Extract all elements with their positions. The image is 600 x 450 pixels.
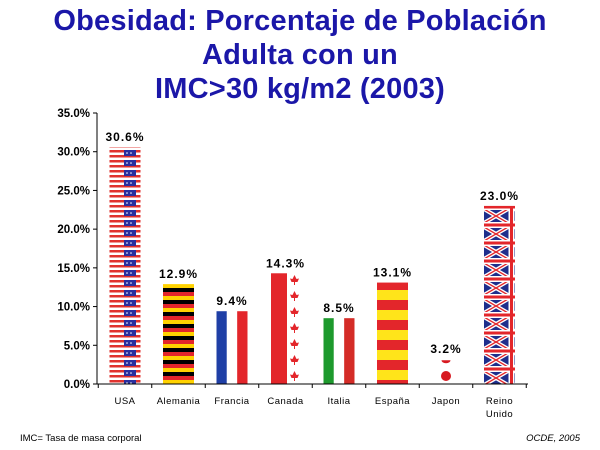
- bar-japon: [430, 359, 462, 384]
- value-label-usa: 30.6%: [105, 130, 144, 144]
- bar-francia-band-3: [237, 311, 248, 384]
- bar-italia-band-2: [333, 318, 345, 384]
- y-tick-label-20: 20.0%: [57, 224, 90, 236]
- bar-alemania-fill: [163, 284, 194, 384]
- source-note: OCDE, 2005: [526, 433, 580, 444]
- category-label-canada: Canada: [267, 396, 303, 407]
- category-label-usa: USA: [114, 396, 135, 407]
- value-label-italia: 8.5%: [323, 301, 354, 315]
- category-label-reino-unido-2: Unido: [486, 409, 513, 420]
- bar-italia-band-3: [344, 318, 355, 384]
- y-tick-label-30: 30.0%: [57, 147, 90, 159]
- bar-reino-unido-fill: [484, 205, 515, 384]
- bar-usa: [109, 147, 141, 384]
- category-label-francia: Francia: [214, 396, 249, 407]
- value-label-españa: 13.1%: [373, 266, 412, 280]
- category-label-españa: España: [375, 396, 410, 407]
- bar-alemania: [163, 284, 194, 384]
- y-tick-label-5: 5.0%: [64, 340, 90, 352]
- bar-japon-cap: [441, 360, 451, 364]
- y-tick-label-35: 35.0%: [57, 108, 90, 120]
- bar-francia: [216, 311, 248, 384]
- bar-españa: [377, 282, 408, 384]
- value-label-reino-unido: 23.0%: [480, 189, 519, 203]
- title-line-3: IMC>30 kg/m2 (2003): [155, 73, 445, 105]
- bar-francia-band-1: [216, 311, 227, 384]
- category-label-alemania: Alemania: [157, 396, 201, 407]
- category-label-reino-unido-1: Reino: [486, 396, 513, 407]
- bar-canada-fill: [270, 273, 301, 384]
- bar-japon-disc: [441, 371, 451, 381]
- axes-layer: [93, 112, 528, 388]
- footnote: IMC= Tasa de masa corporal: [20, 433, 142, 444]
- title-line-1: Obesidad: Porcentaje de Población: [53, 5, 547, 37]
- chart-title: Obesidad: Porcentaje de Población Adulta…: [0, 4, 600, 106]
- bar-reino-unido: [484, 205, 515, 384]
- y-tick-label-15: 15.0%: [57, 263, 90, 275]
- bars-layer: [109, 147, 515, 384]
- labels-layer: 30.6% USA 12.9% Alemania 9.4% Francia 14.3% Can…: [57, 108, 519, 420]
- y-tick-label-10: 10.0%: [57, 302, 90, 314]
- bar-italia-band-1: [323, 318, 334, 384]
- bar-francia-band-2: [226, 311, 238, 384]
- category-label-italia: Italia: [327, 396, 350, 407]
- bar-italia: [323, 318, 355, 384]
- y-tick-label-25: 25.0%: [57, 185, 90, 197]
- bar-usa-fill: [109, 147, 141, 384]
- value-label-francia: 9.4%: [216, 294, 247, 308]
- value-label-japon: 3.2%: [430, 342, 461, 356]
- title-line-2: Adulta con un: [202, 39, 398, 71]
- bar-españa-fill: [377, 282, 408, 384]
- value-label-canada: 14.3%: [266, 256, 305, 270]
- y-tick-label-0: 0.0%: [64, 379, 90, 391]
- value-label-alemania: 12.9%: [159, 267, 198, 281]
- bar-canada: [270, 273, 301, 384]
- category-label-japon: Japon: [432, 396, 460, 407]
